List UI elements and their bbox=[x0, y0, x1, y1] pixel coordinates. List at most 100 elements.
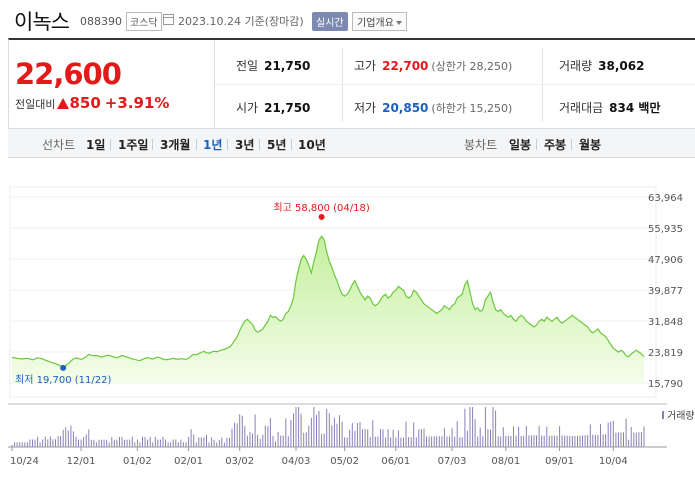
change-value: 850 bbox=[69, 94, 101, 112]
volume-bar bbox=[346, 437, 348, 447]
max-annotation: 최고 58,800 (04/18) bbox=[273, 202, 369, 214]
volume-bar bbox=[62, 429, 64, 447]
volume-bar bbox=[75, 436, 77, 447]
volume-bar bbox=[223, 442, 225, 447]
period-5y[interactable]: 5년 bbox=[267, 138, 287, 152]
volume-bar bbox=[121, 437, 123, 447]
prev-close: 전일 21,750 bbox=[236, 59, 311, 73]
volume-bar bbox=[492, 407, 494, 447]
calendar-icon bbox=[163, 14, 174, 25]
volume-bar bbox=[198, 437, 200, 447]
realtime-button[interactable]: 실시간 bbox=[312, 12, 348, 31]
volume-bar bbox=[182, 442, 184, 447]
volume-bar bbox=[142, 436, 143, 447]
volume-bar bbox=[116, 439, 118, 447]
volume-bar bbox=[582, 435, 584, 447]
volume-bar bbox=[57, 436, 59, 447]
volume-bar bbox=[316, 414, 317, 447]
x-tick-label: 06/01 bbox=[381, 456, 410, 467]
volume-bar bbox=[635, 432, 637, 447]
volume-bar bbox=[392, 429, 394, 447]
volume-bar bbox=[275, 441, 276, 447]
period-1y[interactable]: 1년 bbox=[203, 138, 223, 152]
volume-bar bbox=[246, 435, 248, 447]
divider bbox=[215, 84, 695, 85]
volume-bar bbox=[300, 413, 302, 447]
x-tick-label: 10/04 bbox=[599, 456, 628, 467]
volume-bar bbox=[267, 426, 269, 447]
volume-bar bbox=[640, 432, 642, 447]
volume-bar bbox=[553, 435, 555, 447]
volume-bar bbox=[413, 422, 415, 447]
volume-bar bbox=[111, 437, 113, 447]
volume-bar bbox=[331, 425, 333, 447]
volume-bar bbox=[497, 436, 499, 447]
x-tick-label: 04/03 bbox=[282, 456, 311, 467]
volume-bar bbox=[328, 413, 330, 447]
volume-bar bbox=[351, 423, 353, 447]
volume-bar bbox=[70, 425, 72, 447]
volume-bar bbox=[436, 436, 438, 447]
volume-bar bbox=[536, 435, 537, 447]
volume-bar bbox=[157, 439, 159, 447]
volume-bar bbox=[541, 435, 543, 447]
candle-chart-label: 봉차트 bbox=[464, 138, 498, 152]
volume-bar bbox=[293, 413, 294, 447]
volume-bar bbox=[605, 434, 607, 447]
chevron-down-icon bbox=[395, 21, 402, 25]
volume-bar bbox=[451, 428, 453, 447]
separator bbox=[536, 139, 537, 150]
volume-bar bbox=[564, 435, 566, 447]
period-10y[interactable]: 10년 bbox=[298, 138, 326, 152]
volume-bar bbox=[244, 426, 246, 447]
volume-bar bbox=[175, 439, 177, 447]
volume-bar bbox=[617, 432, 619, 447]
volume-bar bbox=[172, 439, 174, 447]
volume-bar bbox=[397, 430, 399, 447]
period-3m[interactable]: 3개월 bbox=[160, 138, 191, 152]
volume-bar bbox=[367, 429, 369, 447]
volume-bar bbox=[83, 436, 85, 447]
volume-bar bbox=[559, 426, 561, 447]
min-annotation: 최저 19,700 (11/22) bbox=[15, 374, 111, 386]
volume-bar bbox=[49, 436, 51, 447]
volume-bar bbox=[569, 435, 571, 447]
volume-bar bbox=[326, 408, 328, 447]
volume-bar bbox=[487, 429, 489, 447]
volume-bar bbox=[85, 434, 87, 447]
volume-bar bbox=[546, 426, 548, 447]
period-1w[interactable]: 1주일 bbox=[118, 138, 149, 152]
company-summary-label: 기업개요 bbox=[357, 18, 394, 29]
candle-daily[interactable]: 일봉 bbox=[509, 138, 532, 152]
volume-bar bbox=[505, 436, 507, 447]
x-tick-label: 10/24 bbox=[10, 456, 39, 467]
change-percent: +3.91% bbox=[104, 94, 170, 112]
volume-bar bbox=[211, 437, 213, 447]
volume-bar bbox=[185, 442, 187, 447]
price-area bbox=[12, 236, 644, 383]
volume-bar bbox=[152, 442, 154, 447]
x-tick-label: 01/02 bbox=[123, 456, 152, 467]
volume-bar bbox=[405, 421, 407, 447]
candle-weekly[interactable]: 주봉 bbox=[544, 138, 567, 152]
volume-bar bbox=[579, 435, 581, 447]
volume-bar bbox=[372, 420, 374, 447]
period-3y[interactable]: 3년 bbox=[235, 138, 255, 152]
quote-details: 전일 21,750 고가 22,700 (상한가 28,250) 거래량 38,062 … bbox=[214, 40, 695, 128]
volume-bar bbox=[438, 436, 440, 447]
volume-bar bbox=[162, 436, 164, 447]
candle-monthly[interactable]: 월봉 bbox=[579, 138, 602, 152]
volume-bar bbox=[32, 439, 33, 447]
company-summary-button[interactable]: 기업개요 bbox=[352, 12, 407, 31]
y-tick-label: 39,877 bbox=[648, 286, 683, 297]
period-1d[interactable]: 1일 bbox=[86, 138, 106, 152]
low-price: 저가 20,850 (하한가 15,250) bbox=[354, 101, 513, 115]
volume-bar bbox=[221, 437, 223, 447]
volume-bar bbox=[188, 436, 190, 447]
volume-bar bbox=[431, 436, 433, 447]
volume-bar bbox=[208, 442, 210, 447]
volume-bar bbox=[200, 437, 202, 447]
volume-bar bbox=[495, 410, 497, 447]
volume-bar bbox=[592, 434, 594, 447]
volume-bar bbox=[341, 421, 343, 447]
